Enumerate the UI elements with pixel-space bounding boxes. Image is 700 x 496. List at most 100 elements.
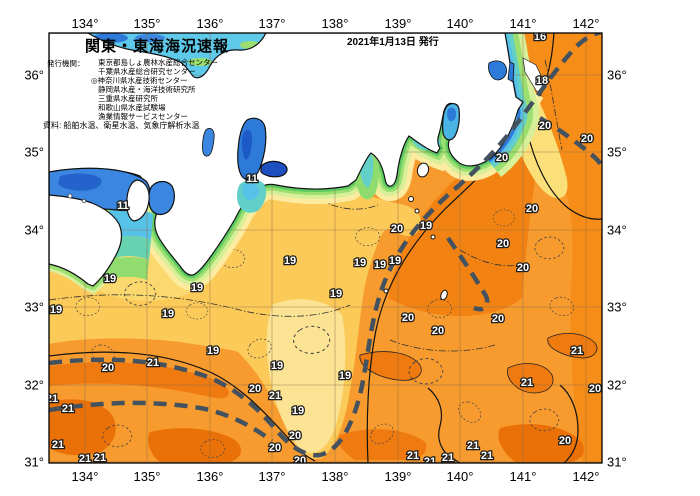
publisher-list: 東京都島しょ農林水産総合センター 千葉県水産総合研究センター ◎神奈川県水産技術… — [91, 58, 218, 121]
temp-label: 19 — [50, 304, 62, 316]
lat-tick-label: 33° — [24, 300, 44, 315]
publisher-item: 漁業情報サービスセンター — [98, 112, 188, 121]
temp-label: 19 — [162, 308, 174, 320]
temp-label: 20 — [294, 455, 306, 467]
temp-label: 11 — [117, 200, 129, 212]
lon-tick-label: 136° — [197, 16, 224, 31]
lon-tick-label: 134° — [72, 16, 99, 31]
lat-tick-label: 36° — [24, 68, 44, 83]
lon-tick-label: 134° — [72, 469, 99, 484]
lat-tick-label: 34° — [24, 223, 44, 238]
temp-label: 20 — [581, 133, 593, 145]
temp-label: 20 — [249, 383, 261, 395]
temp-label: 20 — [102, 362, 114, 374]
temp-label: 20 — [496, 152, 508, 164]
lat-tick-label: 35° — [24, 145, 44, 160]
mikawa-bay — [260, 160, 288, 178]
source-note: 資料: 船舶水温、衛星水温、気象庁解析水温 — [43, 121, 200, 130]
temp-label: 19 — [284, 255, 296, 267]
temp-label: 21 — [521, 377, 533, 389]
publisher-item: 千葉県水産総合研究センター — [98, 67, 196, 76]
temp-label: 21 — [269, 390, 281, 402]
publisher-item: ◎神奈川県水産技術センター — [91, 76, 188, 85]
temp-label: 19 — [420, 220, 432, 232]
lon-tick-label: 142° — [573, 16, 600, 31]
temp-label: 19 — [374, 259, 386, 271]
inland-sea-islet — [67, 193, 73, 199]
temp-label: 19 — [339, 370, 351, 382]
sst-18-tongue — [266, 299, 346, 453]
warm-zone-meander — [388, 142, 540, 317]
temp-label: 21 — [62, 403, 74, 415]
publisher-item: 静岡県水産・海洋技術研究所 — [98, 85, 196, 94]
temp-label: 20 — [269, 442, 281, 454]
temp-label: 21 — [481, 450, 493, 462]
lon-tick-label: 137° — [259, 469, 286, 484]
lat-tick-label: 36° — [607, 68, 627, 83]
sst-21-patch — [498, 424, 584, 462]
temp-label: 20 — [517, 262, 529, 274]
contour-line — [49, 294, 351, 317]
publisher-item: 三重県水産研究所 — [98, 94, 158, 103]
temp-label: 20 — [432, 325, 444, 337]
lake-kitaura — [507, 61, 515, 83]
honshu-landmass — [49, 33, 524, 276]
map-title: 関東・東海海況速報 — [85, 38, 230, 55]
sst-21-patch — [338, 429, 427, 460]
lat-tick-label: 34° — [607, 223, 627, 238]
temp-label: 20 — [402, 312, 414, 324]
temp-label: 20 — [289, 430, 301, 442]
lon-tick-label: 140° — [447, 469, 474, 484]
publisher-label: 発行機関： — [47, 59, 85, 68]
temp-label: 21 — [467, 440, 479, 452]
lat-tick-label: 33° — [607, 300, 627, 315]
awaji-island — [126, 179, 150, 222]
ise-bay-outflow-core — [242, 182, 260, 200]
contour-line — [559, 384, 579, 463]
publisher-item: 和歌山県水産試験場 — [98, 103, 166, 112]
temp-label: 19 — [330, 288, 342, 300]
temp-label: 21 — [424, 456, 436, 468]
contour-line — [427, 387, 461, 463]
temp-label: 20 — [539, 120, 551, 132]
temp-label: 19 — [389, 255, 401, 267]
kuroshio-current-axis — [49, 33, 602, 458]
temp-label: 19 — [104, 273, 116, 285]
temp-label: 21 — [52, 439, 64, 451]
contour-line — [459, 249, 521, 267]
sst-21-patch — [148, 428, 242, 462]
temp-label: 21 — [94, 452, 106, 464]
lon-tick-label: 137° — [259, 16, 286, 31]
shikoku-landmass — [49, 194, 123, 287]
lon-tick-label: 142° — [573, 469, 600, 484]
lon-tick-label: 135° — [134, 469, 161, 484]
contour-line — [389, 339, 496, 352]
inland-sea-islet — [81, 198, 87, 204]
lon-tick-label: 136° — [197, 469, 224, 484]
sst-21-patch — [49, 399, 116, 456]
temp-label: 21 — [571, 345, 583, 357]
lon-tick-label: 139° — [385, 469, 412, 484]
lon-tick-label: 141° — [510, 469, 537, 484]
lat-tick-label: 32° — [607, 378, 627, 393]
temp-label: 19 — [292, 405, 304, 417]
issue-date: 2021年1月13日 発行 — [347, 37, 439, 48]
temp-label: 19 — [354, 257, 366, 269]
temp-label: 21 — [442, 452, 454, 464]
lat-tick-label: 32° — [24, 378, 44, 393]
temp-label: 20 — [589, 383, 601, 395]
lat-tick-label: 31° — [24, 455, 44, 470]
axis-labels: 134° 134° 135° 135° 136° 136° 137° 137° 138° 138°… — [24, 16, 626, 484]
contour-line — [544, 59, 563, 151]
temp-label: 21 — [79, 453, 91, 465]
lake-kasumigaura — [488, 60, 507, 81]
temp-label: 20 — [391, 223, 403, 235]
publisher-item: 東京都島しょ農林水産総合センター — [98, 58, 218, 67]
lon-tick-label: 140° — [447, 16, 474, 31]
ise-bay-cold-core — [242, 130, 252, 160]
temp-label: 19 — [207, 345, 219, 357]
